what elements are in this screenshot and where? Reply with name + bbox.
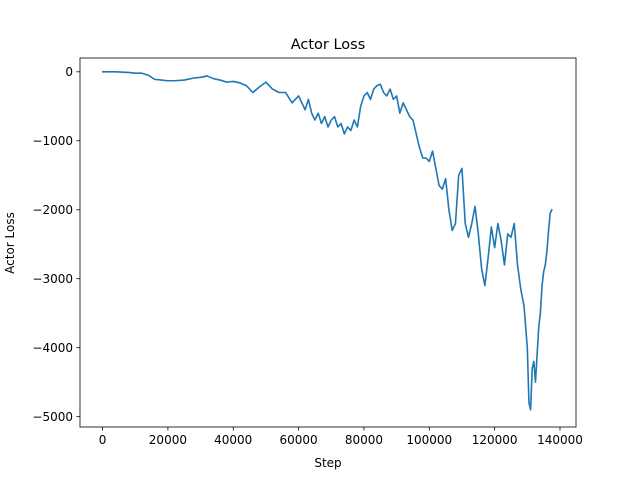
series-line-0 [101,70,553,411]
x-tick-label: 60000 [279,433,317,447]
x-tick-label: 100000 [406,433,452,447]
x-tick-label: 140000 [537,433,583,447]
x-axis-title: Step [314,456,341,470]
axes: 0 20000 40000 60000 80000 100000 120000 140000 0… [32,57,583,447]
y-tick-label: −1000 [32,134,73,148]
plot-area [101,70,553,411]
y-tick-label: −2000 [32,203,73,217]
x-tick-label: 120000 [472,433,518,447]
x-tick-label: 0 [99,433,107,447]
x-tick-label: 20000 [149,433,187,447]
y-tick-label: −5000 [32,410,73,424]
y-axis-title: Actor Loss [3,212,17,274]
axes-frame [79,57,577,428]
x-tick-label: 80000 [345,433,383,447]
y-tick-label: −4000 [32,341,73,355]
y-tick-label: −3000 [32,272,73,286]
chart-title: Actor Loss [291,37,366,53]
y-tick-label: 0 [65,65,73,79]
x-tick-label: 40000 [214,433,252,447]
